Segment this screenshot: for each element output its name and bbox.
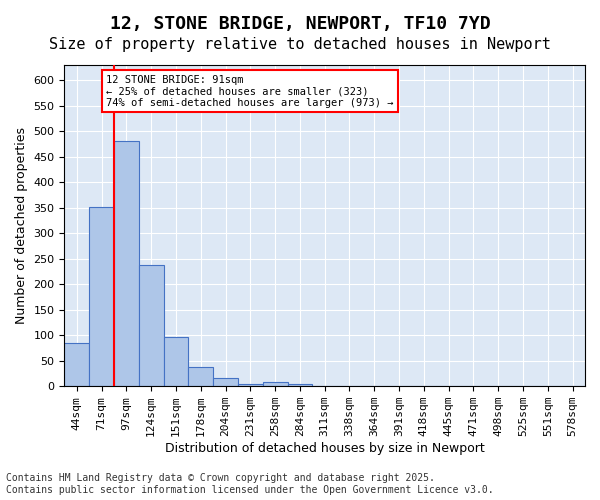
- Bar: [188, 368, 213, 386]
- Bar: [89, 206, 114, 386]
- Text: 12, STONE BRIDGE, NEWPORT, TF10 7YD: 12, STONE BRIDGE, NEWPORT, TF10 7YD: [110, 15, 490, 33]
- Bar: [213, 378, 238, 386]
- X-axis label: Distribution of detached houses by size in Newport: Distribution of detached houses by size …: [165, 442, 485, 455]
- Bar: [139, 266, 164, 386]
- Bar: [114, 142, 139, 386]
- Y-axis label: Number of detached properties: Number of detached properties: [15, 127, 28, 324]
- Text: Contains HM Land Registry data © Crown copyright and database right 2025.
Contai: Contains HM Land Registry data © Crown c…: [6, 474, 494, 495]
- Text: Size of property relative to detached houses in Newport: Size of property relative to detached ho…: [49, 38, 551, 52]
- Bar: [164, 338, 188, 386]
- Bar: [64, 343, 89, 386]
- Bar: [263, 382, 287, 386]
- Bar: [287, 384, 313, 386]
- Text: 12 STONE BRIDGE: 91sqm
← 25% of detached houses are smaller (323)
74% of semi-de: 12 STONE BRIDGE: 91sqm ← 25% of detached…: [106, 74, 394, 108]
- Bar: [238, 384, 263, 386]
